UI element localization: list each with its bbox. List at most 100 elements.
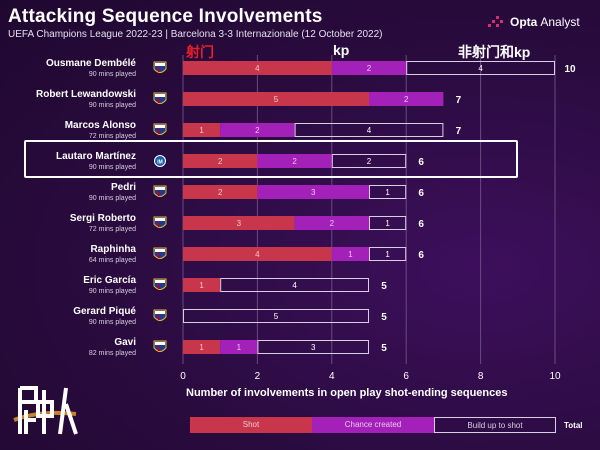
barcelona-crest-stripe — [158, 315, 160, 320]
bar-total-label: 6 — [418, 219, 424, 230]
bar-build-up — [257, 340, 369, 354]
bar-build-up — [183, 309, 369, 323]
player-name: Raphinha — [90, 244, 136, 255]
x-tick-label: 6 — [403, 371, 409, 382]
x-tick-label: 4 — [329, 371, 335, 382]
barcelona-crest-band — [155, 311, 165, 314]
barcelona-crest-band — [155, 249, 165, 252]
bar-total-label: 6 — [418, 250, 424, 261]
bar-chance-created — [369, 92, 444, 106]
watermark-logo — [13, 386, 78, 435]
legend-shot: Shot — [190, 417, 312, 433]
barcelona-crest-band — [155, 280, 165, 283]
bar-build-up-label: 4 — [292, 281, 297, 290]
bar-shot-label: 2 — [218, 157, 223, 166]
bar-shot — [183, 92, 369, 106]
barcelona-crest-stripe — [158, 346, 160, 351]
x-tick-label: 8 — [478, 371, 484, 382]
bar-build-up-label: 4 — [367, 126, 372, 135]
highlight-box — [24, 140, 518, 178]
bar-build-up — [369, 216, 407, 230]
opta-analyst-logo: Opta Analyst — [488, 14, 580, 30]
legend-build-up: Build up to shot — [434, 417, 556, 433]
bar-total-label: 5 — [381, 312, 387, 323]
bar-chance-created-label: 2 — [292, 157, 297, 166]
bar-total-label: 7 — [456, 126, 462, 137]
bar-build-up-label: 2 — [367, 157, 372, 166]
barcelona-crest-stripe — [158, 67, 160, 72]
barcelona-crest-band — [155, 218, 165, 221]
bar-build-up — [406, 61, 556, 75]
bar-build-up — [294, 123, 444, 137]
player-name: Gerard Piqué — [73, 306, 136, 317]
opta-logo-icon — [488, 16, 503, 27]
bar-shot-label: 3 — [237, 219, 242, 228]
bar-total-label: 10 — [564, 64, 576, 75]
bar-chance-created-label: 2 — [330, 219, 335, 228]
bar-shot — [183, 185, 258, 199]
bar-shot-label: 1 — [199, 126, 204, 135]
bar-chance-created — [257, 154, 332, 168]
x-tick-label: 10 — [549, 371, 561, 382]
bar-shot — [183, 247, 332, 261]
bar-total-label: 7 — [456, 95, 462, 106]
bar-shot — [183, 340, 221, 354]
annotation-kp: kp — [333, 42, 350, 58]
player-minutes: 72 mins played — [89, 226, 136, 233]
bar-build-up-label: 1 — [385, 219, 390, 228]
barcelona-crest-stripe — [158, 284, 160, 289]
bar-build-up — [369, 185, 407, 199]
bar-shot — [183, 216, 295, 230]
bar-build-up — [220, 278, 369, 292]
bar-total-label: 6 — [418, 157, 424, 168]
player-minutes: 90 mins played — [89, 319, 136, 326]
barcelona-crest-stripe — [158, 191, 160, 196]
bar-shot-label: 2 — [218, 188, 223, 197]
bar-build-up-label: 1 — [385, 188, 390, 197]
bar-shot — [183, 154, 258, 168]
player-name: Sergi Roberto — [70, 213, 136, 224]
bar-shot-label: 1 — [199, 343, 204, 352]
player-name: Gavi — [114, 337, 136, 348]
barcelona-crest-band — [155, 63, 165, 66]
barcelona-crest-band — [155, 125, 165, 128]
bar-chance-created — [257, 185, 369, 199]
barcelona-crest-stripe — [158, 253, 160, 258]
legend-chance-created: Chance created — [312, 417, 434, 433]
x-tick-label: 0 — [180, 371, 186, 382]
bar-chance-created — [220, 340, 258, 354]
bar-total-label: 5 — [381, 343, 387, 354]
player-name: Marcos Alonso — [65, 120, 136, 131]
barcelona-crest-band — [155, 187, 165, 190]
player-minutes: 90 mins played — [89, 288, 136, 295]
barcelona-crest-band — [155, 94, 165, 97]
player-minutes: 90 mins played — [89, 71, 136, 78]
barcelona-crest-stripe — [158, 222, 160, 227]
player-minutes: 90 mins played — [89, 164, 136, 171]
legend: Shot Chance created Build up to shot Tot… — [190, 416, 583, 434]
chart-title: Attacking Sequence Involvements — [8, 6, 323, 27]
bar-shot — [183, 278, 221, 292]
brand-name: Opta — [510, 15, 538, 29]
player-minutes: 64 mins played — [89, 257, 136, 264]
bar-chance-created — [331, 61, 407, 75]
bar-chance-created — [220, 123, 295, 137]
bar-chance-created-label: 2 — [367, 64, 372, 73]
bar-chance-created — [331, 247, 369, 261]
annotation-shot: 射门 — [186, 44, 214, 60]
player-minutes: 82 mins played — [89, 350, 136, 357]
bar-shot-label: 4 — [255, 250, 260, 259]
inter-crest-text: IM — [157, 160, 163, 166]
player-name: Eric García — [83, 275, 136, 286]
bar-build-up-label: 1 — [385, 250, 390, 259]
bar-chance-created — [294, 216, 369, 230]
bar-build-up-label: 5 — [274, 312, 279, 321]
chart-subtitle: UEFA Champions League 2022-23 | Barcelon… — [8, 29, 383, 40]
bar-chance-created-label: 2 — [404, 95, 409, 104]
x-tick-label: 2 — [255, 371, 261, 382]
bar-chance-created-label: 2 — [255, 126, 260, 135]
bar-build-up-label: 4 — [478, 64, 483, 73]
player-name: Robert Lewandowski — [36, 89, 136, 100]
bar-build-up-label: 3 — [311, 343, 316, 352]
